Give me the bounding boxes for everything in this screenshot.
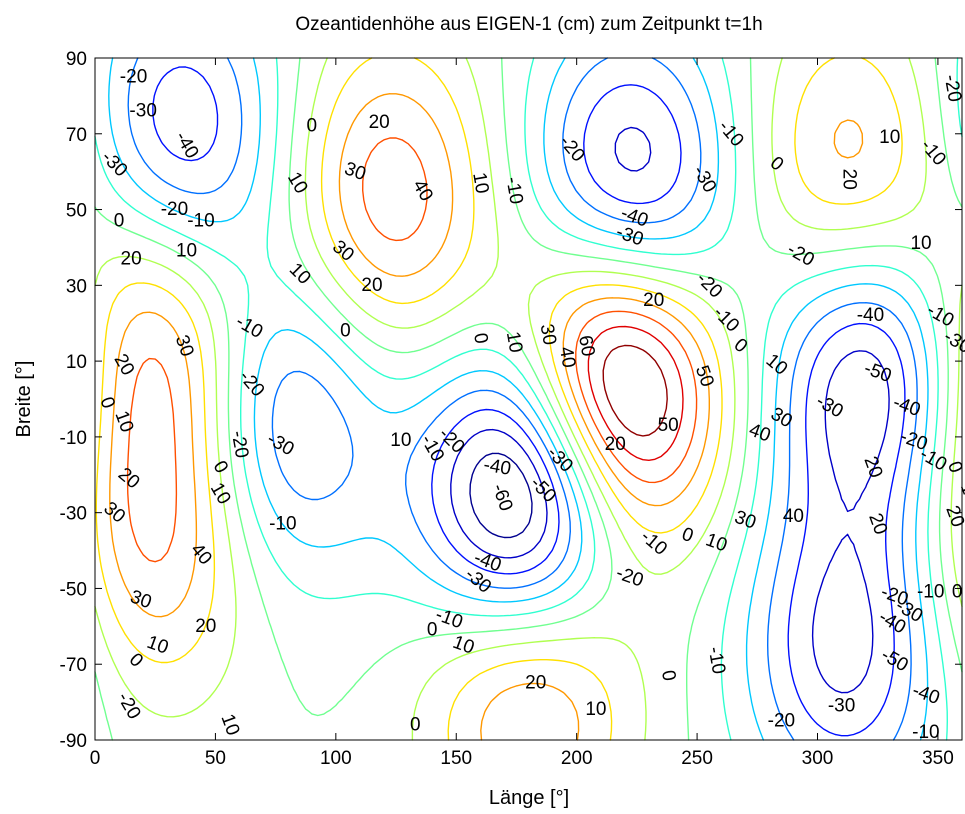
contour-label: 0: [306, 116, 317, 137]
contour-label: 30: [536, 322, 560, 346]
x-axis: 0 50 100 150 200 250 300 350: [90, 58, 954, 769]
x-axis-title: Länge [°]: [489, 787, 569, 809]
contour-label: 10: [390, 430, 411, 451]
contour-label: -40: [857, 305, 884, 326]
contour-lines: [94, 57, 963, 741]
plot-frame: [94, 57, 963, 741]
contour-label: -20: [120, 66, 147, 87]
contour-label: 20: [121, 248, 142, 269]
contour-label: -10: [269, 514, 296, 535]
y-axis: -90 -70 -50 -30 -10 10 30 50 70 90: [60, 49, 962, 752]
contour-line-30: [109, 93, 864, 741]
contour-label: 0: [469, 331, 492, 345]
y-tick-label: 90: [66, 49, 87, 70]
contour-label: 20: [643, 290, 664, 311]
contour-label: 40: [783, 506, 804, 527]
y-tick-label: -50: [60, 579, 87, 600]
y-tick-label: -70: [60, 655, 87, 676]
contour-label: -20: [161, 199, 188, 220]
contour-label: 0: [340, 320, 351, 341]
contour-label: 20: [605, 434, 626, 455]
x-tick-label: 0: [90, 748, 101, 769]
contour-label: -10: [501, 175, 526, 206]
contour-label: -40: [482, 454, 513, 479]
contour-line-m20: [108, 57, 929, 741]
y-tick-label: 30: [66, 276, 87, 297]
contour-label: 10: [585, 699, 606, 720]
y-tick-label: 50: [66, 201, 87, 222]
contour-label: -30: [129, 101, 156, 122]
contour-label: -10: [704, 645, 729, 676]
contour-label: 10: [879, 127, 900, 148]
x-tick-label: 50: [205, 748, 226, 769]
contour-label: 50: [658, 415, 679, 436]
contour-label: -20: [227, 429, 252, 460]
contour-label: 20: [369, 112, 390, 133]
y-tick-label: -90: [60, 731, 87, 752]
contour-label: 60: [574, 334, 598, 358]
contour-line-m10: [94, 57, 963, 741]
contour-line-m40: [152, 66, 906, 737]
contour-label: 0: [657, 669, 680, 683]
contour-line-m60: [469, 452, 533, 539]
contour-line-m50: [450, 126, 890, 694]
x-tick-label: 150: [440, 748, 472, 769]
contour-line-50: [587, 325, 684, 461]
x-tick-label: 100: [320, 748, 352, 769]
contour-line-40: [126, 137, 698, 563]
y-axis-title: Breite [°]: [13, 361, 35, 438]
contour-label: 20: [941, 503, 965, 530]
contour-line-m30: [127, 57, 918, 741]
contour-label: 10: [176, 241, 197, 262]
chart-title: Ozeantidenhöhe aus EIGEN-1 (cm) zum Zeit…: [295, 14, 762, 35]
contour-label: 0: [427, 620, 438, 641]
y-tick-label: 10: [66, 352, 87, 373]
contour-label: 20: [195, 616, 216, 637]
contour-label: 10: [956, 480, 965, 507]
contour-line-0: [94, 57, 963, 741]
contour-label: 20: [838, 169, 859, 190]
contour-line-10: [94, 57, 963, 741]
x-tick-label: 200: [561, 748, 593, 769]
contour-label: 0: [114, 210, 125, 231]
x-tick-label: 350: [922, 748, 954, 769]
contour-label: -10: [917, 582, 944, 603]
contour-label: 20: [525, 673, 546, 694]
contour-label: 10: [468, 171, 492, 195]
y-tick-label: -10: [60, 428, 87, 449]
x-tick-label: 300: [802, 748, 834, 769]
y-tick-label: -30: [60, 504, 87, 525]
x-tick-label: 250: [681, 748, 713, 769]
contour-label: 10: [910, 233, 931, 254]
contour-label: 40: [555, 345, 579, 369]
y-tick-label: 70: [66, 125, 87, 146]
contour-label: -10: [187, 210, 214, 231]
contour-label: 0: [410, 714, 421, 735]
contour-label: -10: [912, 722, 939, 743]
contour-label: -20: [768, 711, 795, 732]
contour-label: 10: [502, 330, 526, 354]
contour-line-20: [95, 57, 903, 741]
contour-label: 20: [361, 275, 382, 296]
contour-line-60: [602, 344, 668, 437]
contour-label: -30: [828, 695, 855, 716]
contour-label: 0: [952, 582, 963, 603]
contour-label: -20: [940, 73, 965, 104]
